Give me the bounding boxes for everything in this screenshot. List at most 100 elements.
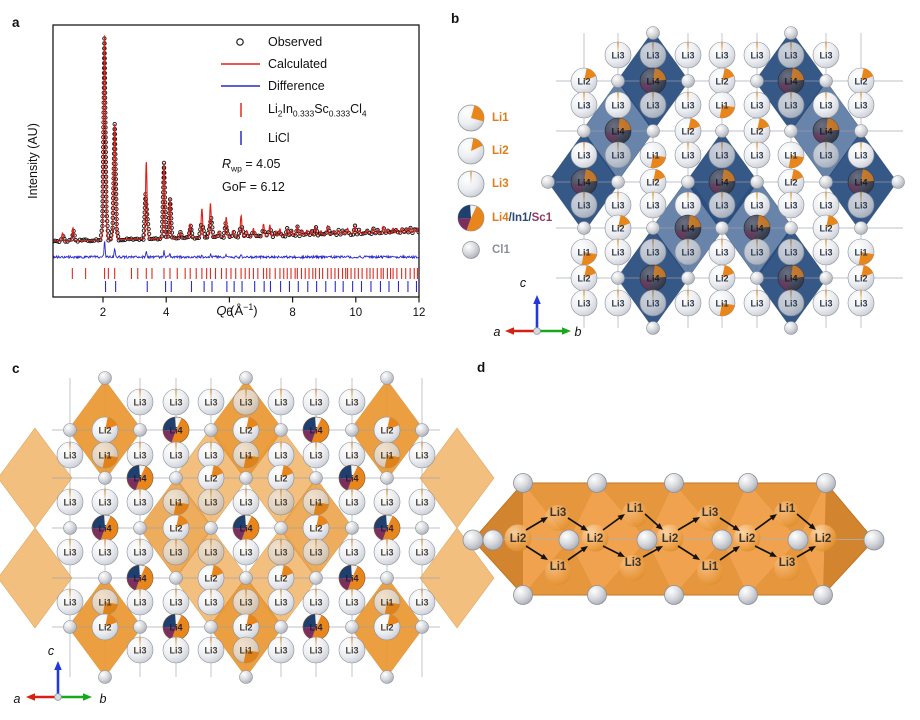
- arrow-head: [808, 546, 816, 553]
- li2-site-sphere: [733, 524, 761, 552]
- li4-orange-wedge: [653, 68, 666, 81]
- atom-label-li3: Li3: [309, 450, 322, 460]
- atom-label-li3: Li3: [715, 247, 728, 257]
- li-site-sphere: [622, 501, 648, 527]
- in-polyhedron-tint: [675, 239, 701, 265]
- atom-label-li3: Li3: [169, 547, 182, 557]
- atom-label-li3: Li3: [611, 50, 624, 60]
- legend-markers: [221, 38, 260, 145]
- legend-label-li3: Li3: [492, 178, 509, 190]
- li4-orange-wedge: [135, 466, 153, 491]
- cl-sphere: [863, 529, 885, 551]
- li3-sliver: [825, 41, 827, 55]
- li1-wedge: [173, 502, 189, 516]
- difference-line: [53, 240, 419, 260]
- legend-phase2-label: LiCl: [268, 131, 290, 145]
- li2-wedge: [618, 215, 631, 228]
- observed-point: [105, 228, 110, 233]
- atom-label-li3: Li3: [750, 298, 763, 308]
- li3-sliver: [139, 588, 141, 602]
- axis-b-label-panel-b: b: [574, 325, 582, 339]
- observed-point: [115, 234, 121, 239]
- li4-purple-wedge: [605, 131, 618, 144]
- atom-label-li3: Li3: [204, 397, 217, 407]
- atom-label-li3: Li3: [98, 547, 111, 557]
- cl-sphere: [784, 124, 798, 138]
- arrow-shaft: [567, 517, 585, 530]
- li4-navy-wedge: [91, 515, 105, 529]
- arrow-head: [26, 693, 35, 701]
- observed-point: [155, 237, 160, 242]
- li4-navy-wedge: [126, 465, 140, 479]
- atom-label-li3: Li3: [611, 247, 624, 257]
- in-polyhedron-tint: [374, 442, 400, 468]
- observed-point: [334, 232, 339, 237]
- cl-sphere: [646, 321, 660, 335]
- atom-label-li3: Li3: [239, 397, 252, 407]
- atom-label-li3: Li3: [819, 100, 832, 110]
- li4-orange-wedge: [347, 566, 365, 591]
- cl-sphere: [715, 221, 729, 235]
- cl-sphere: [380, 571, 394, 585]
- li3-sliver: [315, 588, 317, 602]
- in-polyhedron-tint: [744, 239, 770, 265]
- atom-label-li1: Li1: [98, 597, 111, 607]
- li2-wedge: [211, 465, 224, 478]
- in-polyhedron-tint: [640, 239, 666, 265]
- li4-navy-wedge: [338, 465, 352, 479]
- li4-orange-wedge: [171, 418, 189, 443]
- li4-purple-wedge: [744, 228, 757, 241]
- axis-indicator-panel-c: [26, 661, 92, 701]
- atom-label-li3: Li3: [646, 100, 659, 110]
- site-label-li1: Li1: [627, 503, 644, 515]
- plot-curves: [53, 35, 419, 260]
- axis-c-label-panel-c: c: [47, 644, 55, 658]
- legend-cl-sphere: [462, 241, 480, 259]
- li3-sliver: [69, 538, 71, 552]
- li3-sliver: [210, 636, 212, 650]
- x-tick-label: 6: [226, 307, 232, 319]
- li3-sliver: [104, 488, 106, 502]
- axis-c-label-panel-b: c: [519, 276, 527, 290]
- cl-sphere: [380, 371, 394, 385]
- li4-orange-wedge: [791, 68, 804, 81]
- legend-phase1-label: Li2In0.333Sc0.333Cl4: [268, 101, 367, 119]
- li4-orange-wedge: [241, 516, 259, 541]
- cl-sphere: [750, 74, 764, 88]
- arrow-shaft: [677, 545, 697, 559]
- site-label-li2: Li2: [739, 533, 756, 545]
- atom-label-li3: Li3: [345, 450, 358, 460]
- cl-sphere: [636, 529, 658, 551]
- li2-wedge: [584, 68, 597, 81]
- atom-label-li4: Li4: [169, 622, 182, 632]
- panel-b-structure: Li3 Li3 Li3 Li3 Li3 Li3 Li3 Li2 Li4 Li2 Li4 Li2 Li3 L…: [541, 26, 905, 335]
- li3-sliver: [175, 388, 177, 402]
- li2-wedge: [105, 614, 118, 627]
- li2-wedge: [791, 169, 804, 182]
- li4-purple-wedge: [778, 81, 791, 94]
- observed-point: [235, 235, 241, 240]
- atom-label-li3: Li3: [345, 645, 358, 655]
- arrow-head: [769, 514, 777, 521]
- axis-b-label-panel-c: b: [99, 692, 107, 706]
- cl-sphere: [819, 271, 833, 285]
- li2-wedge: [246, 614, 259, 627]
- li3-sliver: [617, 141, 619, 155]
- cl-sphere: [664, 473, 684, 493]
- atom-label-li4: Li4: [854, 177, 867, 187]
- atom-label-li4: Li4: [611, 126, 624, 136]
- arrow-head: [617, 551, 625, 557]
- calculated-line: [53, 35, 419, 242]
- atom-label-li1: Li1: [715, 100, 728, 110]
- atom-label-li3: Li3: [309, 645, 322, 655]
- axis-origin: [54, 693, 62, 701]
- li4-purple-wedge: [339, 478, 352, 491]
- in-polyhedron-tint: [374, 589, 400, 615]
- cl-sphere: [309, 571, 323, 585]
- cl-sphere: [513, 585, 533, 605]
- atom-label-li3: Li3: [819, 200, 832, 210]
- atom-label-li3: Li3: [274, 450, 287, 460]
- li4-purple-wedge: [709, 182, 722, 195]
- atom-label-li2: Li2: [380, 622, 393, 632]
- li2-wedge: [211, 565, 224, 578]
